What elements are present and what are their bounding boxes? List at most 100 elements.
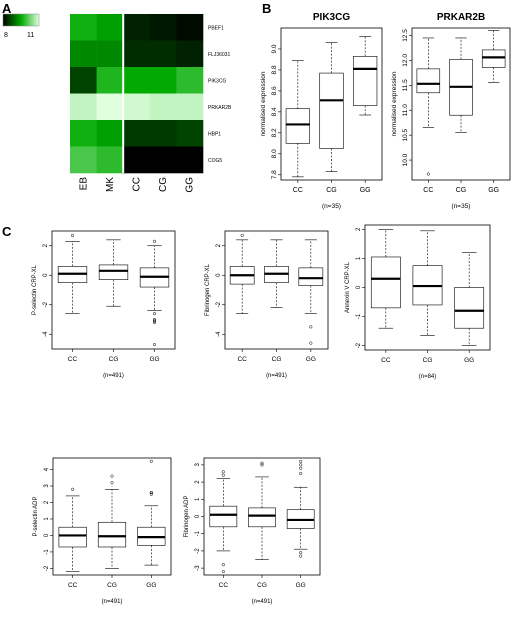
box-cg: [449, 37, 473, 133]
box-iqr: [98, 264, 129, 280]
outlier-point: [240, 233, 244, 237]
heatmap-cell: [96, 67, 124, 94]
heatmap-cell: [149, 120, 177, 147]
heatmap-cell: [96, 14, 124, 41]
outlier-point: [299, 554, 303, 558]
sample-size-label: (n=35): [452, 203, 471, 210]
x-tick-label: CG: [456, 187, 467, 194]
box-iqr: [97, 521, 127, 548]
box-gg: [298, 239, 324, 345]
box-cc: [209, 470, 238, 574]
heatmap-row-label: HBP1: [208, 131, 221, 137]
x-tick-label: CG: [272, 356, 282, 363]
y-axis-label: normalised expression: [260, 71, 267, 136]
x-tick-label: CC: [237, 356, 247, 363]
box-iqr: [58, 526, 87, 548]
box-cc: [57, 233, 88, 314]
box-gg: [286, 459, 315, 558]
panel-label-c: C: [2, 224, 12, 239]
outlier-point: [152, 239, 157, 243]
y-axis-label: P-selectin CRP-XL: [32, 264, 38, 315]
boxplot-panels: PIK3CG 7.8 8.0 8.2 8.4 8.6 8.8 9.0 normalised ex…: [32, 12, 511, 605]
outlier-point: [149, 492, 153, 496]
heatmap-cell: [176, 67, 204, 94]
y-tick-label: 12.0: [402, 54, 409, 67]
outlier-point: [299, 466, 303, 470]
outlier-point: [221, 470, 225, 474]
box-iqr: [416, 68, 441, 94]
x-tick-label: GG: [296, 582, 306, 589]
x-tick-label: CC: [219, 582, 229, 589]
heatmap-column-label: EB: [78, 177, 89, 191]
heatmap-cell: [149, 14, 177, 41]
plot-frame: [52, 457, 172, 576]
box-cg: [412, 230, 443, 336]
y-tick-label: -3: [195, 565, 201, 571]
y-tick-label: -4: [216, 331, 222, 337]
heatmap-cell: [149, 146, 177, 174]
heatmap-cell: [123, 67, 151, 94]
x-tick-label: CC: [68, 582, 78, 589]
heatmap-row-label: FLJ36031: [208, 52, 230, 58]
y-tick-label: 7.8: [271, 170, 278, 179]
color-key-gradient: [2, 13, 40, 27]
y-tick-label: 12.5: [402, 29, 409, 42]
outlier-point: [152, 317, 157, 322]
heatmap-cell: [70, 146, 97, 174]
plot-title: PRKAR2B: [437, 12, 485, 23]
box-iqr: [319, 72, 344, 149]
boxplot-panel: -3 -2 -1 0 1 2 3 Fibrinogen ADP CC CG GG (n=491): [184, 457, 321, 605]
y-tick-label: -1: [44, 549, 50, 555]
heatmap: PBEF1 FLJ36031 PIK3CG PRKAR2B HBP1 COG5 EB MK CC…: [70, 14, 232, 193]
y-tick-label: 8.0: [271, 149, 278, 158]
y-tick-label: 0: [43, 273, 49, 277]
y-tick-label: 1: [195, 497, 201, 501]
box-cg: [264, 239, 289, 309]
sample-size-label: (n=491): [252, 599, 273, 605]
outlier-point: [152, 312, 157, 316]
heatmap-cell: [123, 146, 151, 174]
heatmap-cell: [96, 93, 124, 121]
heatmap-row-label: PRKAR2B: [208, 105, 232, 111]
box-iqr: [248, 507, 276, 528]
heatmap-cell: [96, 40, 124, 68]
box-cg: [319, 42, 344, 172]
heatmap-column-label: MK: [105, 177, 116, 192]
heatmap-cell: [70, 93, 97, 121]
y-tick-label: 2: [356, 227, 362, 231]
outlier-point: [149, 459, 153, 463]
heatmap-row-label: PBEF1: [208, 25, 224, 31]
y-axis-label: normalised expression: [391, 71, 398, 136]
box-cc: [229, 233, 255, 314]
outlier-point: [426, 172, 430, 176]
outlier-point: [299, 551, 303, 555]
y-tick-label: -2: [216, 301, 222, 307]
boxplot-panel: -4 -2 0 2 P-selectin CRP-XL CC CG GG (n=491): [32, 230, 176, 379]
x-tick-label: CG: [257, 582, 267, 589]
y-tick-label: -1: [195, 530, 201, 536]
outlier-point: [152, 319, 157, 323]
heatmap-color-key: 8 11: [2, 13, 40, 39]
y-tick-label: -2: [356, 342, 362, 348]
y-tick-label: 3: [44, 484, 50, 488]
panel-label-a: A: [2, 1, 12, 16]
box-iqr: [454, 287, 485, 329]
box-cc: [416, 37, 441, 176]
y-tick-label: 8.2: [271, 128, 278, 137]
x-tick-label: CG: [423, 357, 433, 364]
heatmap-cell: [176, 120, 204, 147]
plot-frame: [51, 230, 176, 350]
boxplot-panel: -2 -1 0 1 2 Annexin V CRP-XL CC CG GG (n=84): [345, 224, 491, 380]
x-tick-label: GG: [146, 582, 156, 589]
y-tick-label: 10.0: [402, 153, 409, 166]
y-tick-label: 0: [216, 273, 222, 277]
y-tick-label: -4: [43, 331, 49, 337]
outlier-point: [309, 341, 313, 345]
heatmap-cell: [149, 93, 177, 121]
box-cc: [58, 487, 87, 573]
boxplot-panel: -2 -1 0 1 2 3 4 P-selectin ADP CC CG GG (n=491): [33, 457, 172, 605]
outlier-point: [309, 325, 313, 329]
heatmap-cell: [70, 67, 97, 94]
x-tick-label: CC: [423, 187, 433, 194]
y-tick-label: 2: [44, 500, 50, 504]
